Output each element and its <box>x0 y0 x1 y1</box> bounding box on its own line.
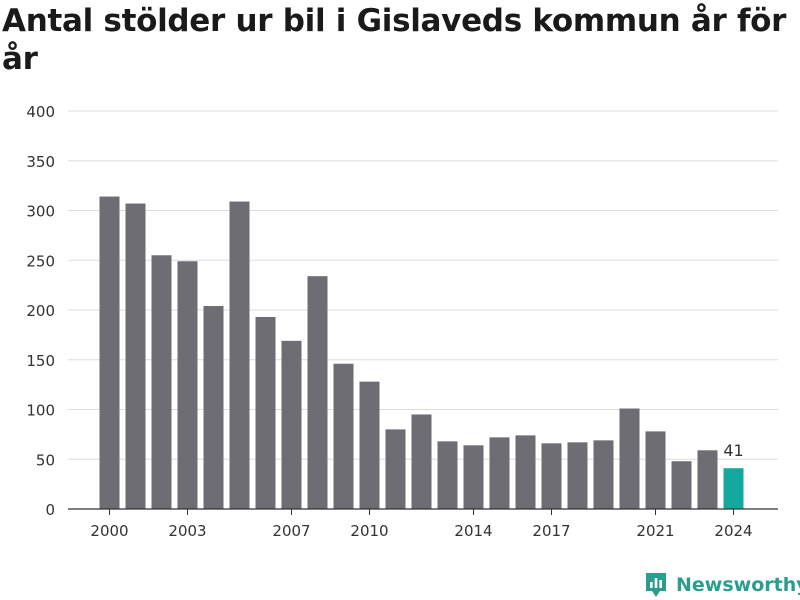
bars <box>99 196 744 510</box>
y-tick-label: 350 <box>26 153 55 171</box>
bar-2000 <box>99 196 120 509</box>
bar-2007 <box>281 340 302 509</box>
y-tick-label: 50 <box>36 451 55 469</box>
y-tick-label: 150 <box>26 352 55 370</box>
bar-2011 <box>385 429 406 509</box>
y-tick-label: 250 <box>26 252 55 270</box>
bar-2023 <box>697 450 718 509</box>
y-axis-ticks: 0 50 100 150 200 250 300 350 400 <box>26 103 55 519</box>
y-tick-label: 200 <box>26 302 55 320</box>
bar-2002 <box>151 255 172 509</box>
chart-title: Antal stölder ur bil i Gislaveds kommun … <box>2 3 787 77</box>
bar-2022 <box>671 461 692 509</box>
bar-2014 <box>463 445 484 509</box>
bar-2010 <box>359 381 380 509</box>
x-tick-label: 2007 <box>272 522 310 540</box>
x-tick-label: 2024 <box>714 522 752 540</box>
bar-2016 <box>515 435 536 509</box>
newsworthy-brand: Newsworthy <box>644 570 800 600</box>
y-tick-label: 400 <box>26 103 55 121</box>
x-tick-label: 2017 <box>532 522 570 540</box>
bar-2024 <box>723 468 744 509</box>
x-axis: 2000 2003 2007 2010 2014 2017 2021 2024 <box>68 508 778 540</box>
bar-2015 <box>489 437 510 509</box>
x-tick-label: 2010 <box>350 522 388 540</box>
bar-2020 <box>619 408 640 509</box>
bar-2003 <box>177 261 198 509</box>
y-tick-label: 300 <box>26 203 55 221</box>
bar-2009 <box>333 363 354 509</box>
bar-2008 <box>307 276 328 509</box>
x-tick-label: 2014 <box>454 522 492 540</box>
x-tick-label: 2021 <box>636 522 674 540</box>
data-labels: 41 <box>723 441 743 460</box>
bar-2006 <box>255 316 276 509</box>
bar-2001 <box>125 203 146 509</box>
bar-2021 <box>645 431 666 509</box>
bar-2013 <box>437 441 458 509</box>
newsworthy-logo-icon <box>646 573 666 597</box>
brand-name: Newsworthy <box>676 574 800 596</box>
bar-2018 <box>567 442 588 509</box>
x-tick-label: 2000 <box>90 522 128 540</box>
bar-2012 <box>411 414 432 509</box>
bar-2004 <box>203 306 224 509</box>
y-tick-label: 0 <box>45 501 55 519</box>
gridlines <box>68 110 778 460</box>
y-tick-label: 100 <box>26 402 55 420</box>
x-tick-label: 2003 <box>168 522 206 540</box>
bar-2017 <box>541 443 562 509</box>
bar-2005 <box>229 201 250 510</box>
data-label-2024: 41 <box>723 441 743 460</box>
bar-2019 <box>593 440 614 509</box>
